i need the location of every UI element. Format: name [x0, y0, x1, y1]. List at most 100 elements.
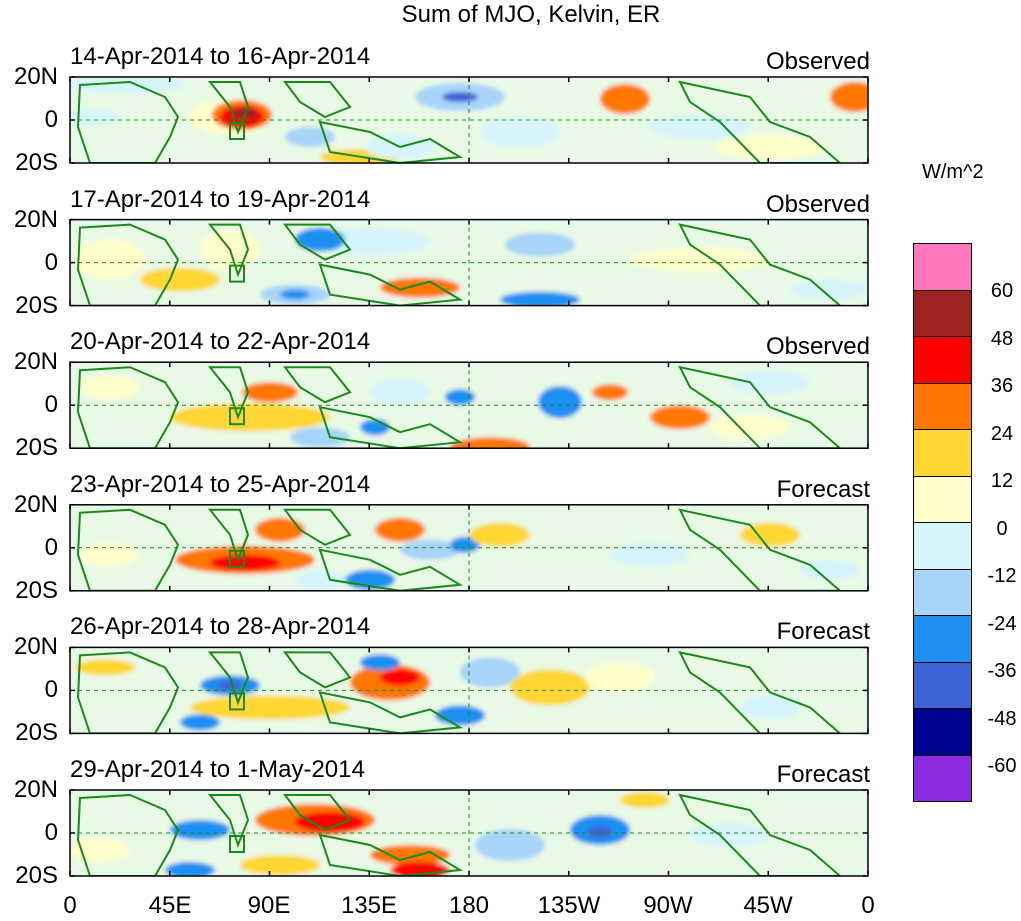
anomaly-contour — [242, 382, 298, 403]
anomaly-contour — [380, 669, 420, 686]
coastline — [318, 120, 464, 163]
anomaly-contour — [280, 289, 310, 300]
colorbar-tick-label: 0 — [996, 517, 1008, 540]
anomaly-contour — [380, 277, 460, 298]
lat-label: 20N — [13, 776, 58, 803]
colorbar-swatch — [914, 616, 971, 663]
map-panel — [69, 361, 869, 449]
colorbar-tick-label: -48 — [987, 707, 1017, 730]
colorbar-swatch — [914, 476, 971, 523]
colorbar-swatch — [914, 430, 971, 477]
anomaly-contour — [240, 855, 320, 875]
region-box — [229, 692, 245, 711]
map-panel — [69, 504, 869, 592]
panel-type-label: Forecast — [776, 618, 870, 646]
lon-label-180: 180 — [448, 892, 490, 919]
map-panel — [69, 218, 869, 307]
anomaly-contour — [75, 659, 135, 676]
anomaly-contour — [442, 92, 478, 102]
lat-label: 20S — [15, 291, 58, 319]
colorbar-swatch — [914, 290, 971, 337]
anomaly-contour — [80, 542, 140, 567]
coastline — [76, 793, 180, 876]
lat-label: 20N — [13, 348, 58, 376]
panel-type-label: Forecast — [776, 475, 870, 503]
anomaly-contour — [450, 437, 530, 449]
panel-type-label: Forecast — [776, 761, 870, 788]
lon-label-0: 0 — [63, 892, 77, 919]
panel-date-range: 23-Apr-2014 to 25-Apr-2014 — [70, 470, 371, 498]
colorbar-tick-label: 12 — [990, 470, 1014, 492]
coastline — [318, 263, 464, 306]
lat-label: 0 — [44, 248, 58, 276]
anomaly-contour — [650, 115, 750, 139]
anomaly-contour — [360, 419, 390, 436]
colorbar-swatch — [914, 523, 971, 570]
region-box — [229, 549, 245, 568]
lat-label: 0 — [44, 676, 58, 704]
lat-label: 20S — [15, 719, 58, 747]
colorbar-tick-label: -24 — [987, 612, 1017, 635]
anomaly-contour — [588, 826, 612, 838]
anomaly-contour — [170, 403, 330, 432]
anomaly-contour — [218, 680, 242, 691]
coastline — [76, 223, 180, 306]
coastline — [207, 81, 250, 135]
anomaly-contour — [435, 705, 485, 726]
anomaly-contour — [600, 84, 650, 114]
lat-label: 0 — [44, 533, 58, 561]
anomaly-contour — [610, 542, 690, 567]
coastline — [678, 508, 842, 591]
anomaly-contour — [70, 838, 130, 862]
colorbar-tick-label: -36 — [987, 660, 1017, 682]
panel-type-label: Observed — [765, 48, 870, 75]
anomaly-contour — [630, 247, 770, 272]
lat-label: 0 — [44, 106, 58, 133]
lon-label-0-end: 0 — [861, 892, 875, 919]
anomaly-contour — [740, 522, 800, 547]
colorbar-tick-label: -60 — [987, 755, 1017, 777]
panel-type-label: Observed — [765, 190, 870, 218]
lon-label-135e: 135E — [340, 892, 398, 919]
lat-label: 20S — [15, 862, 58, 889]
coastline — [283, 223, 352, 261]
lon-label-90e: 90E — [247, 892, 291, 919]
anomaly-contour — [475, 829, 545, 861]
anomaly-contour — [400, 539, 460, 560]
lon-label-45w: 45W — [743, 892, 793, 919]
coastline — [76, 651, 180, 734]
anomaly-contour — [510, 669, 590, 706]
anomaly-contour — [505, 232, 575, 257]
colorbar-tick-label: 36 — [990, 375, 1014, 397]
region-box — [229, 835, 245, 853]
coastline — [318, 548, 464, 591]
anomaly-contour — [140, 267, 220, 292]
region-box — [229, 264, 245, 283]
anomaly-contour — [538, 386, 582, 419]
anomaly-contour — [170, 820, 230, 840]
coastline — [76, 80, 180, 163]
colorbar-swatch — [914, 569, 971, 616]
anomaly-contour — [460, 657, 520, 688]
anomaly-contour — [75, 239, 145, 280]
lat-label: 0 — [44, 391, 58, 419]
anomaly-contour — [290, 427, 350, 448]
lat-label: 20N — [13, 205, 58, 233]
anomaly-contour — [450, 536, 480, 553]
lat-label: 20N — [13, 633, 58, 661]
colorbar-tick-label: -12 — [987, 565, 1017, 587]
anomaly-contour — [740, 695, 800, 720]
lon-label-90w: 90W — [643, 892, 693, 919]
anomaly-contour — [70, 109, 120, 125]
figure-title: Sum of MJO, Kelvin, ER — [401, 1, 661, 28]
lat-label: 20S — [15, 149, 58, 176]
colorbar-tick-label: 24 — [990, 422, 1014, 445]
anomaly-contour — [480, 117, 560, 147]
coastline — [318, 405, 464, 449]
anomaly-contour — [585, 662, 655, 693]
coastline — [678, 365, 842, 449]
colorbar-swatch — [914, 383, 971, 430]
coastline — [76, 366, 180, 449]
anomaly-contour — [295, 227, 345, 252]
